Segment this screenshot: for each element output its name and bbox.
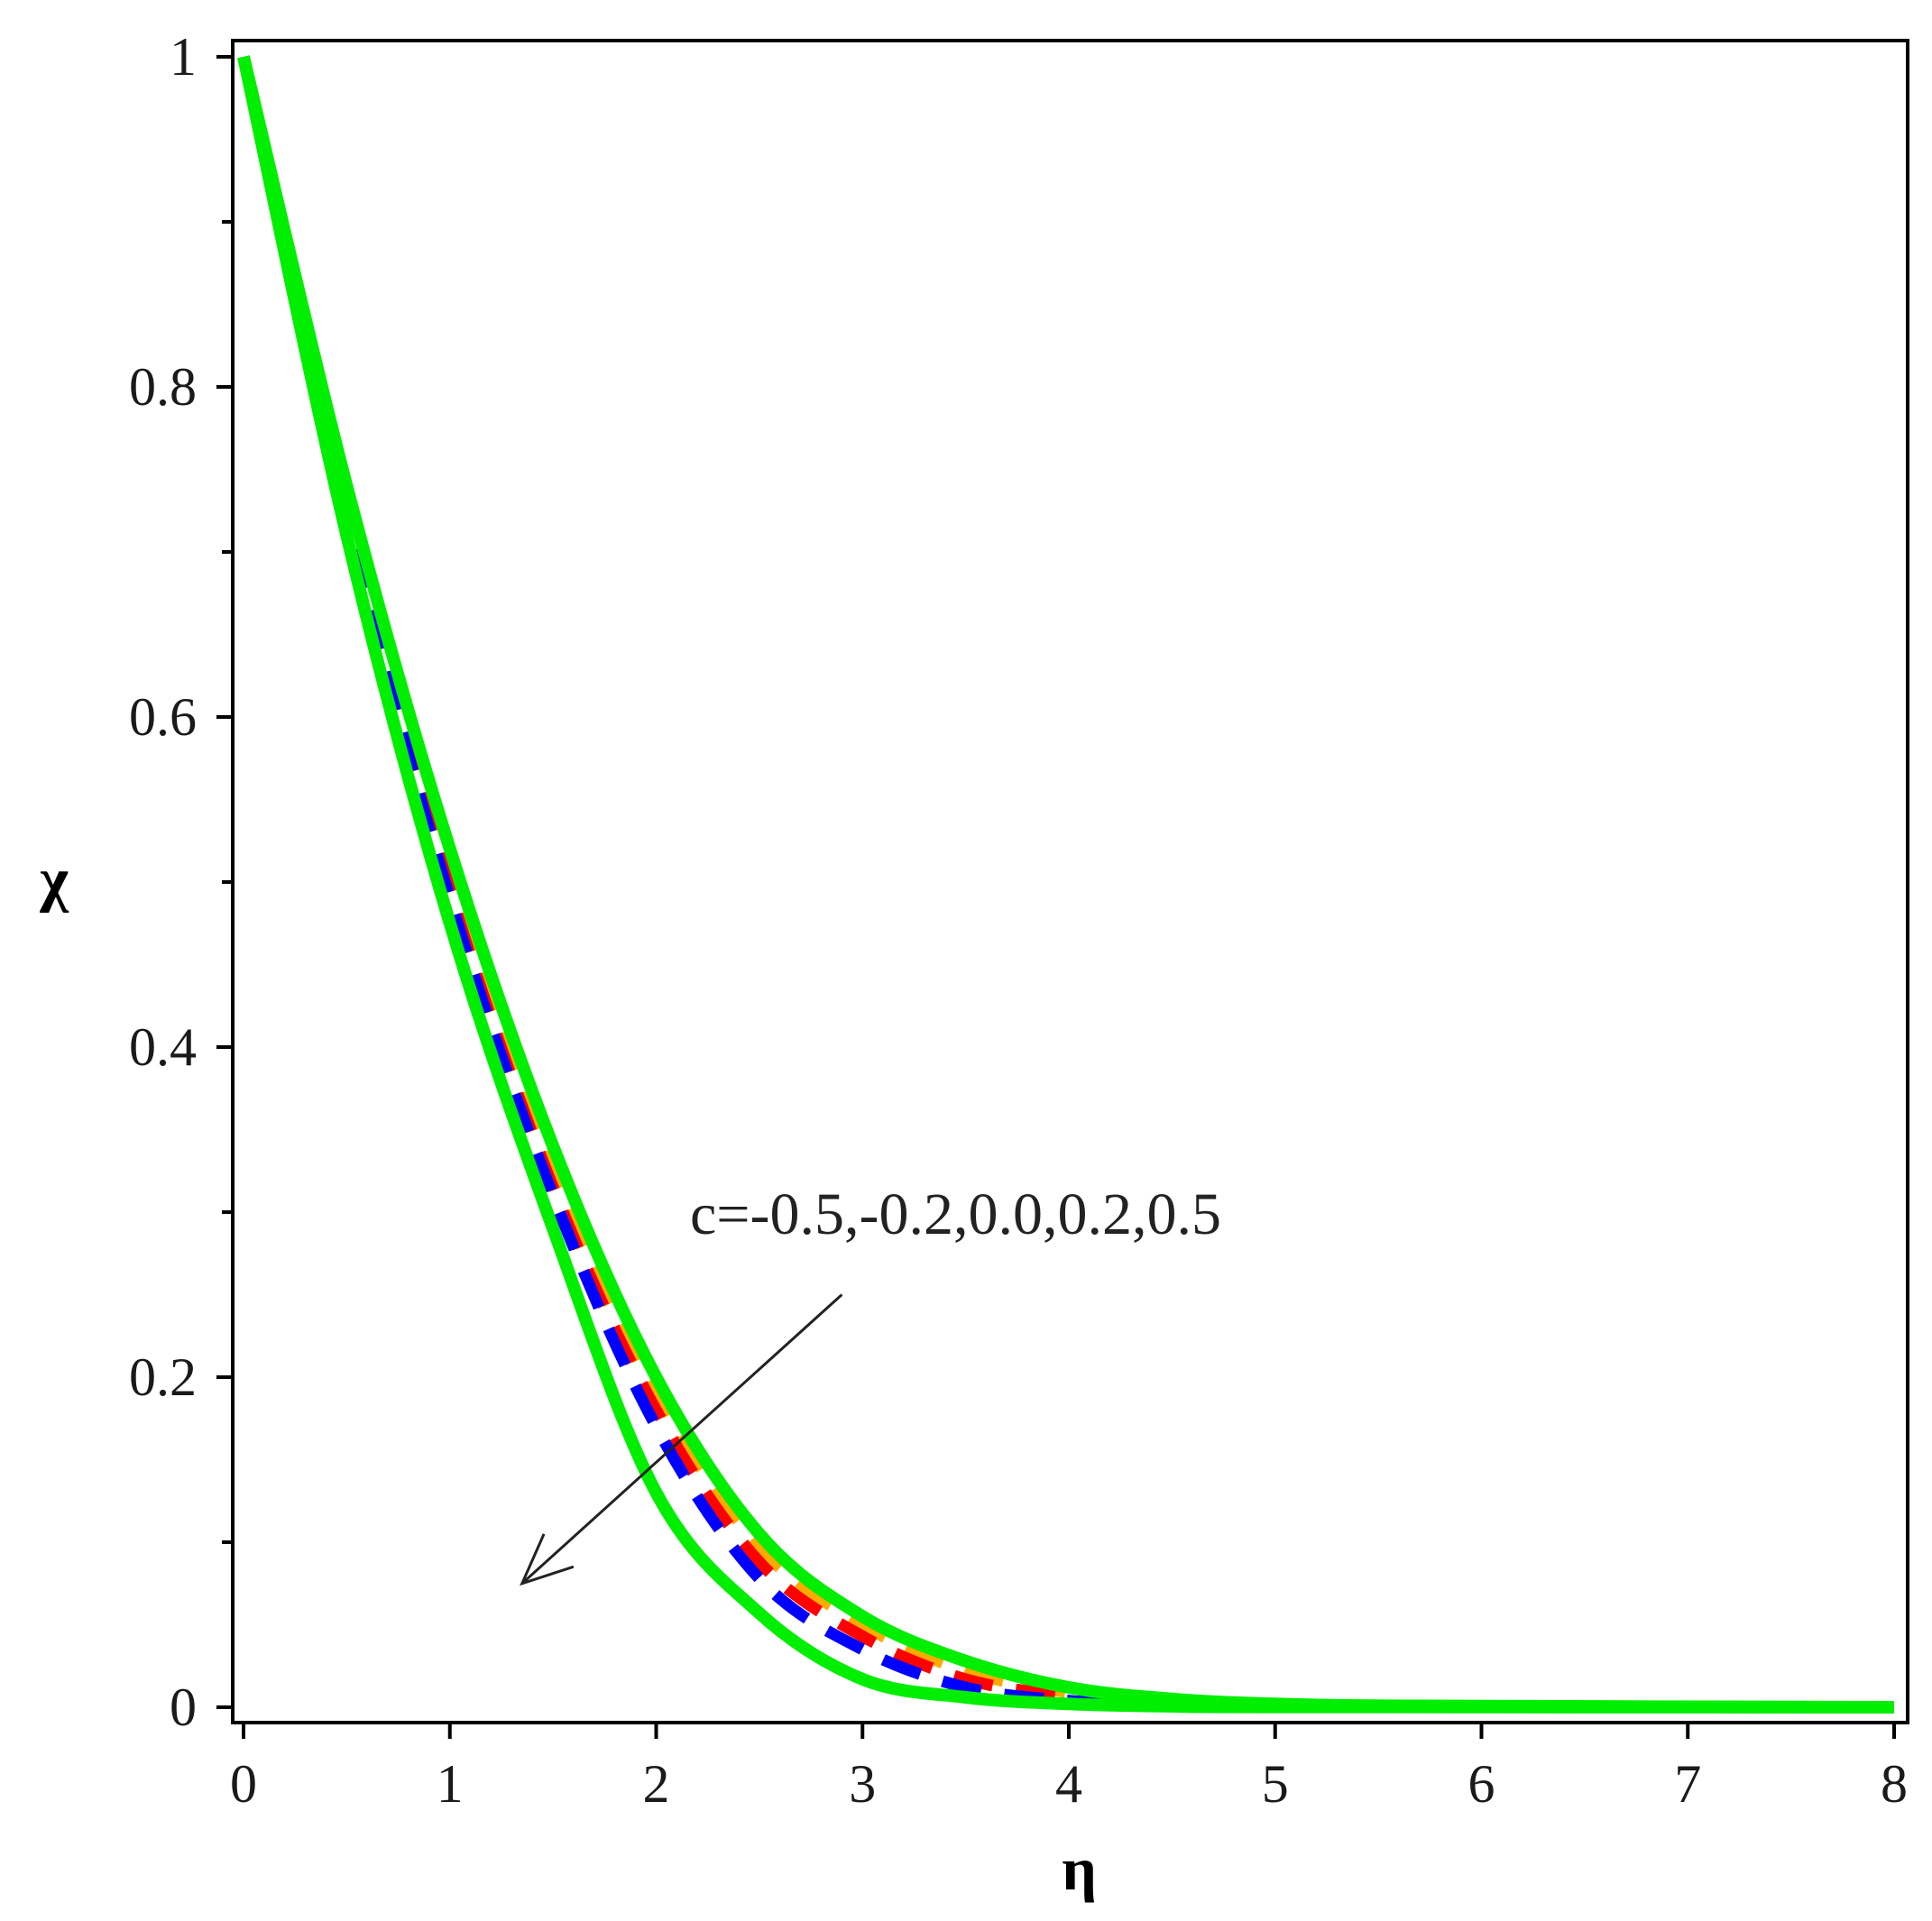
annotation-layer: c=-0.5,-0.2,0.0,0.2,0.5 [520,1181,1221,1586]
y-axis-title: χ [39,845,69,914]
x-tick-label: 4 [1055,1754,1082,1814]
annotation-arrowhead [520,1533,575,1586]
x-tick-label: 0 [230,1754,257,1814]
annotation-arrow [520,1293,843,1585]
x-tick-label: 5 [1262,1754,1289,1814]
series-line-4 [237,55,1173,1712]
x-tick-label: 7 [1674,1754,1701,1814]
y-tick-label: 0.8 [129,357,197,417]
ticks-layer: 0 1 2 3 4 5 6 7 8 0 0.2 0.4 0.6 0.8 1 [129,27,1908,1814]
y-tick-label: 1 [170,27,197,87]
x-tick-label: 1 [437,1754,464,1814]
x-tick-label: 8 [1881,1754,1908,1814]
x-tick-label: 3 [849,1754,876,1814]
series-layer [237,55,1895,1714]
y-tick-label: 0.6 [129,687,197,747]
x-axis-title: η [1062,1834,1097,1903]
series-line-5 [237,55,1895,1714]
y-tick-label: 0 [170,1677,197,1737]
y-tick-label: 0.4 [129,1017,197,1077]
annotation-label: c=-0.5,-0.2,0.0,0.2,0.5 [690,1181,1221,1247]
y-tick-label: 0.2 [129,1347,197,1407]
x-tick-label: 6 [1468,1754,1495,1814]
x-tick-label: 2 [643,1754,670,1814]
